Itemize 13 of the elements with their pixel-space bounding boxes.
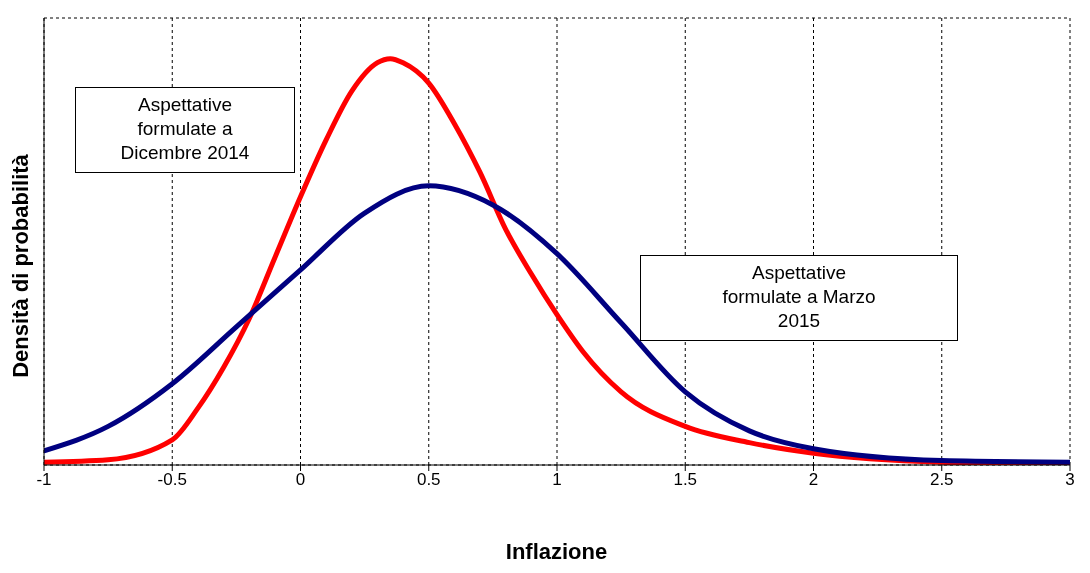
- y-axis-title: Densità di probabilità: [8, 152, 34, 380]
- x-tick-label: 2: [808, 470, 819, 490]
- x-tick-label: -1: [36, 470, 52, 490]
- x-tick-label: 3: [1065, 470, 1075, 490]
- x-tick-label: 1.5: [673, 470, 698, 490]
- x-tick-label: 1: [552, 470, 562, 490]
- x-tick-label: 0.5: [416, 470, 441, 490]
- annotation: Aspettative formulate a Marzo 2015: [721, 261, 877, 333]
- x-axis-title: Inflazione: [504, 539, 609, 565]
- x-tick-label: -0.5: [157, 470, 187, 490]
- annotation: Aspettative formulate a Dicembre 2014: [119, 93, 251, 165]
- x-tick-label: 0: [295, 470, 306, 490]
- x-tick-label: 2.5: [929, 470, 954, 490]
